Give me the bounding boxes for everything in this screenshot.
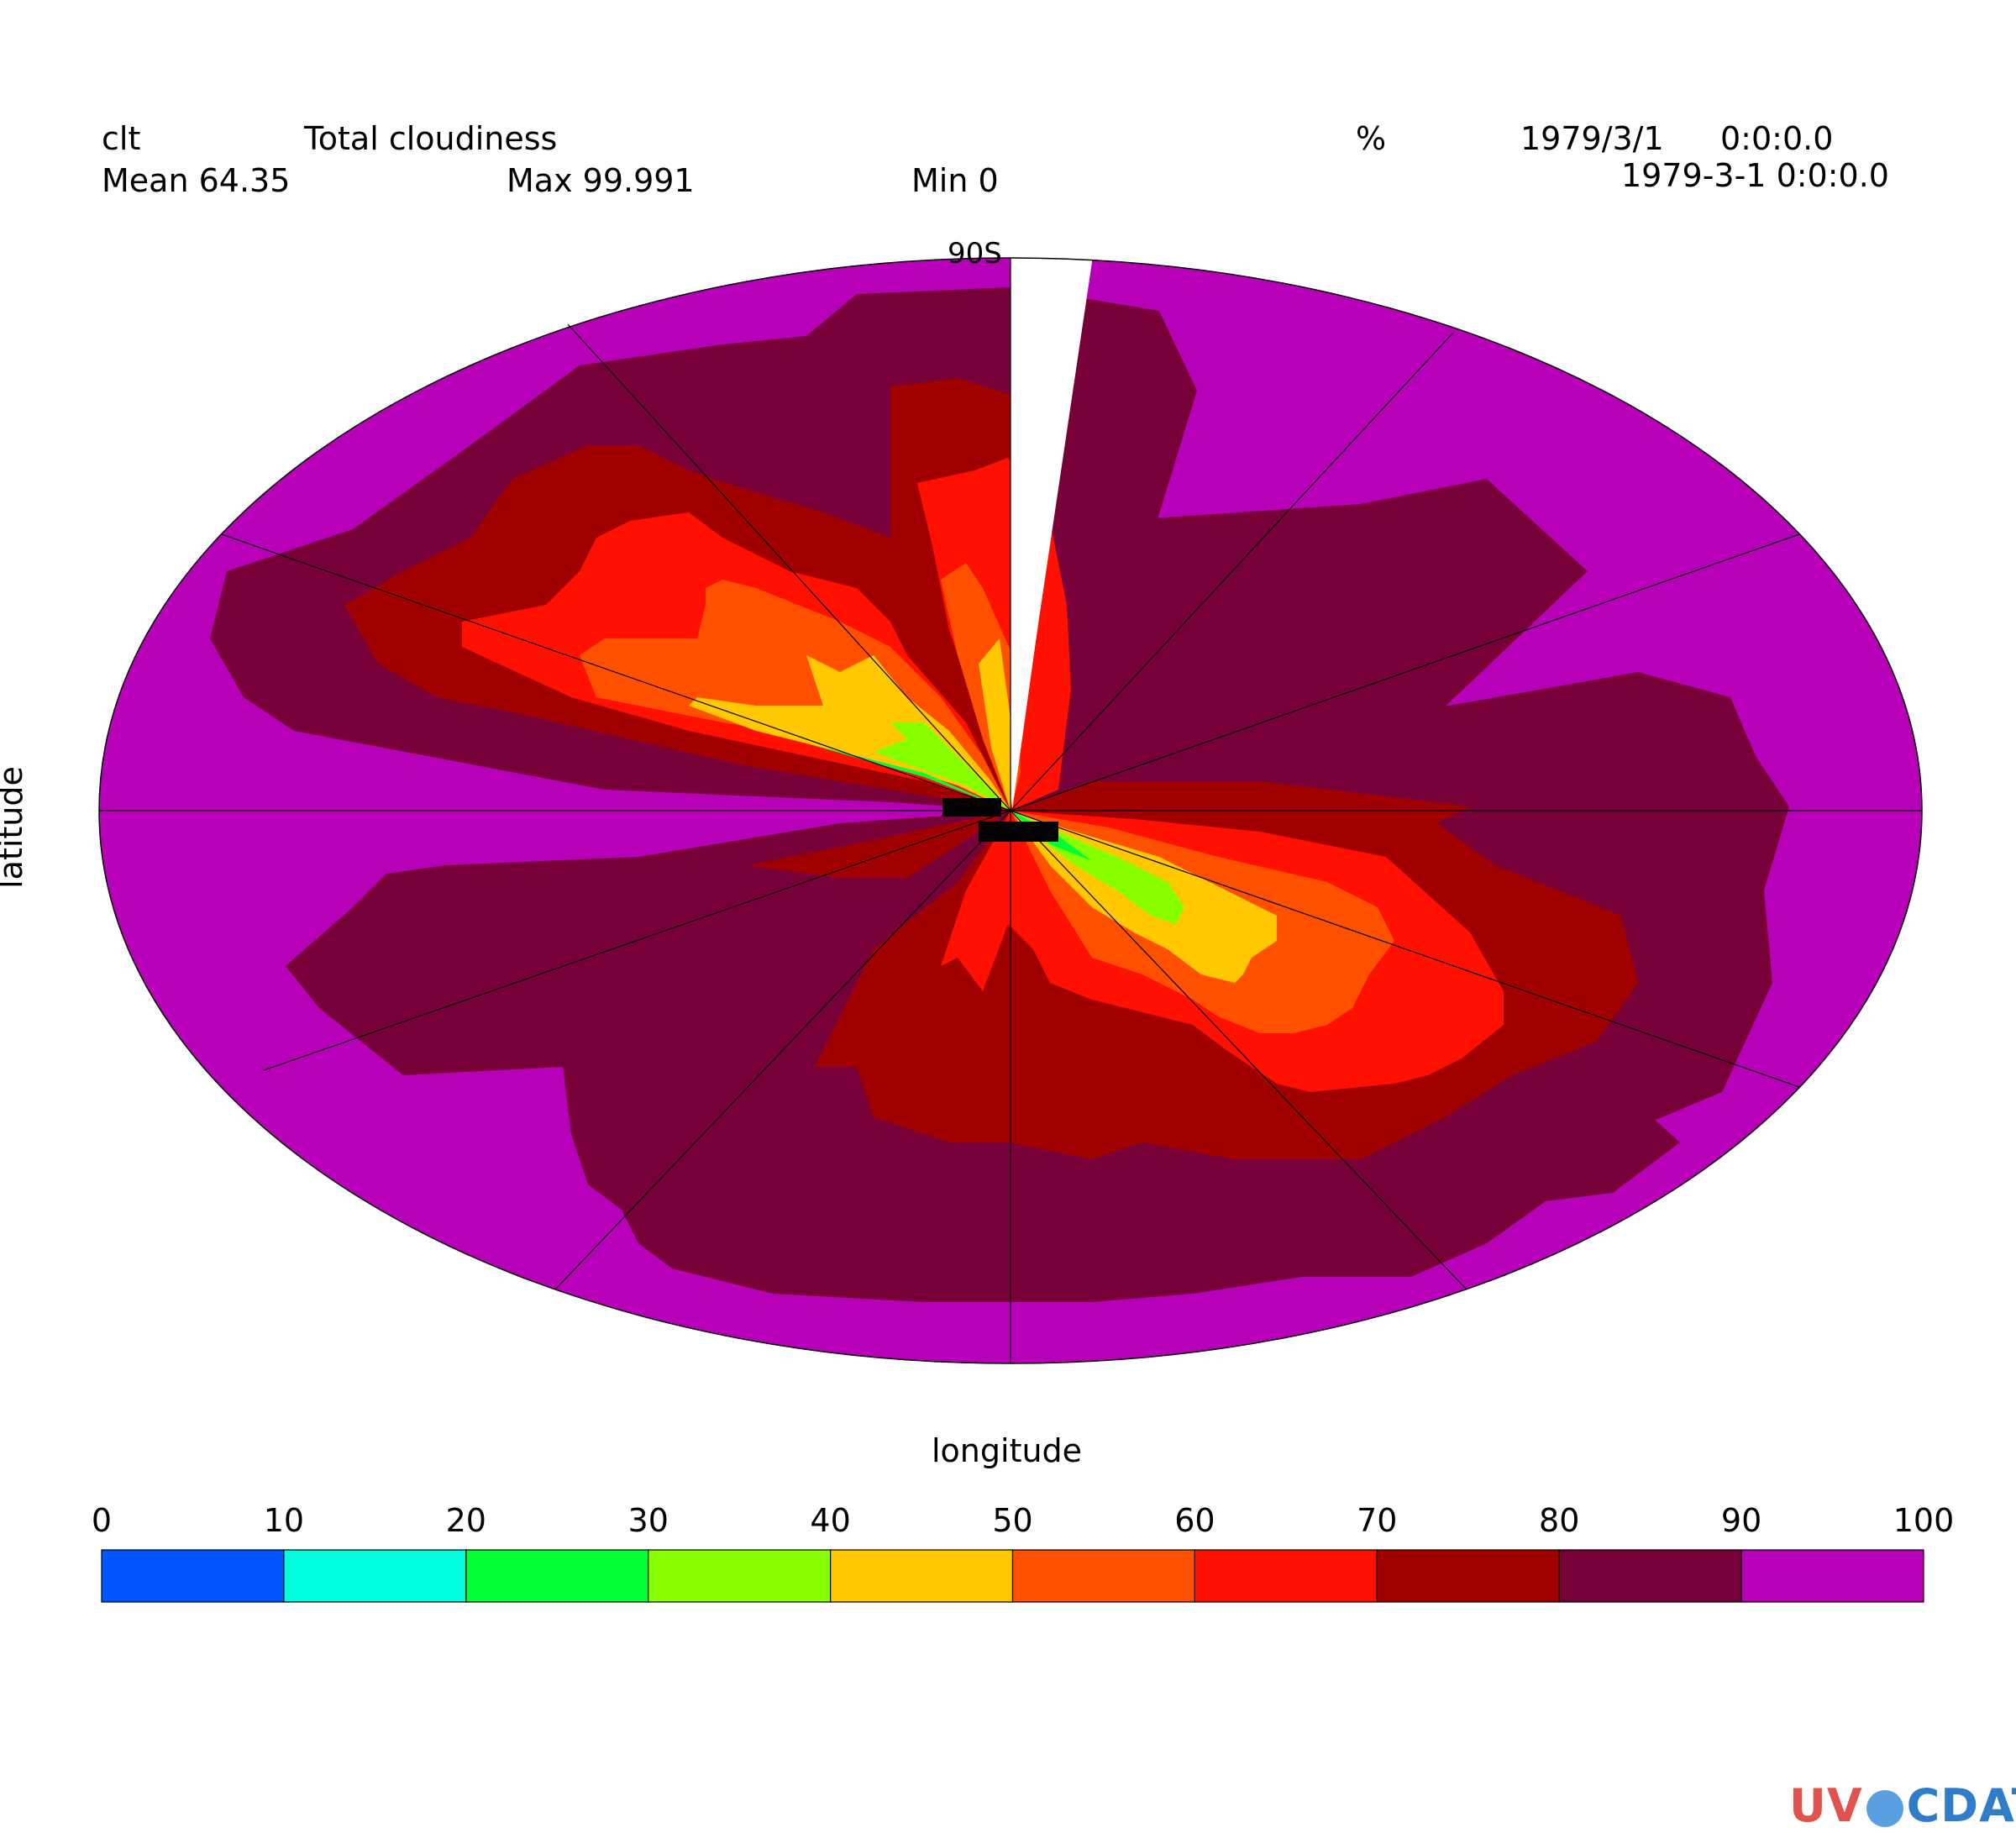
level-70-80-region-sw <box>748 811 1011 878</box>
colorbar-swatch-30-40 <box>648 1549 832 1603</box>
datetime-label: 1979-3-1 0:0:0.0 <box>1621 157 1889 194</box>
colorbar-labels: 0 10 20 30 40 50 60 70 80 90 100 <box>92 1502 1954 1539</box>
colorbar-swatch-0-10 <box>101 1549 285 1603</box>
colorbar-tick-label: 30 <box>628 1502 669 1539</box>
colorbar-tick-label: 0 <box>92 1502 112 1539</box>
missing-data-wedge-cap <box>1011 249 1092 811</box>
colorbar-swatch-90-100 <box>1740 1549 1924 1603</box>
colorbar-swatch-40-50 <box>829 1549 1014 1603</box>
center-label-cluster <box>942 798 1001 817</box>
logo-text-b: CDAT <box>1906 1779 2016 1832</box>
date-label: 1979/3/1 <box>1520 120 1664 157</box>
time-label: 0:0:0.0 <box>1720 120 1834 157</box>
pole-label: 90S <box>948 237 1002 270</box>
colorbar-swatch-80-90 <box>1558 1549 1742 1603</box>
globe-icon <box>1866 1790 1903 1828</box>
mean-stat: Mean 64.35 <box>102 162 291 199</box>
colorbar-tick-label: 90 <box>1721 1502 1761 1539</box>
colorbar-tick-label: 60 <box>1174 1502 1215 1539</box>
max-stat: Max 99.991 <box>507 162 695 199</box>
variable-long-name: Total cloudiness <box>304 120 558 157</box>
x-axis-label: longitude <box>932 1432 1083 1469</box>
colorbar-swatch-50-60 <box>1011 1549 1195 1603</box>
colorbar-swatch-10-20 <box>283 1549 467 1603</box>
colorbar-tick-label: 10 <box>264 1502 304 1539</box>
units-label: % <box>1356 120 1387 157</box>
colorbar <box>101 1549 1924 1603</box>
center-label-cluster-2 <box>979 822 1058 842</box>
colorbar-tick-label: 20 <box>446 1502 486 1539</box>
min-stat: Min 0 <box>911 162 999 199</box>
colorbar-tick-label: 70 <box>1357 1502 1397 1539</box>
colorbar-tick-label: 40 <box>810 1502 850 1539</box>
colorbar-tick-label: 80 <box>1539 1502 1579 1539</box>
uvcdat-logo: UV CDAT <box>1789 1779 2016 1832</box>
colorbar-tick-label: 50 <box>992 1502 1032 1539</box>
colorbar-swatch-60-70 <box>1194 1549 1378 1603</box>
colorbar-tick-label: 100 <box>1893 1502 1955 1539</box>
level-30-40-region-nw <box>874 722 1011 811</box>
meridian-lines <box>99 258 1922 1363</box>
level-80-90-region-ne <box>1011 298 1588 811</box>
variable-name: clt <box>102 120 141 157</box>
colorbar-swatch-70-80 <box>1376 1549 1560 1603</box>
level-40-50-region-n <box>979 638 1012 811</box>
logo-text-a: UV <box>1789 1779 1863 1832</box>
colorbar-swatch-20-30 <box>465 1549 649 1603</box>
